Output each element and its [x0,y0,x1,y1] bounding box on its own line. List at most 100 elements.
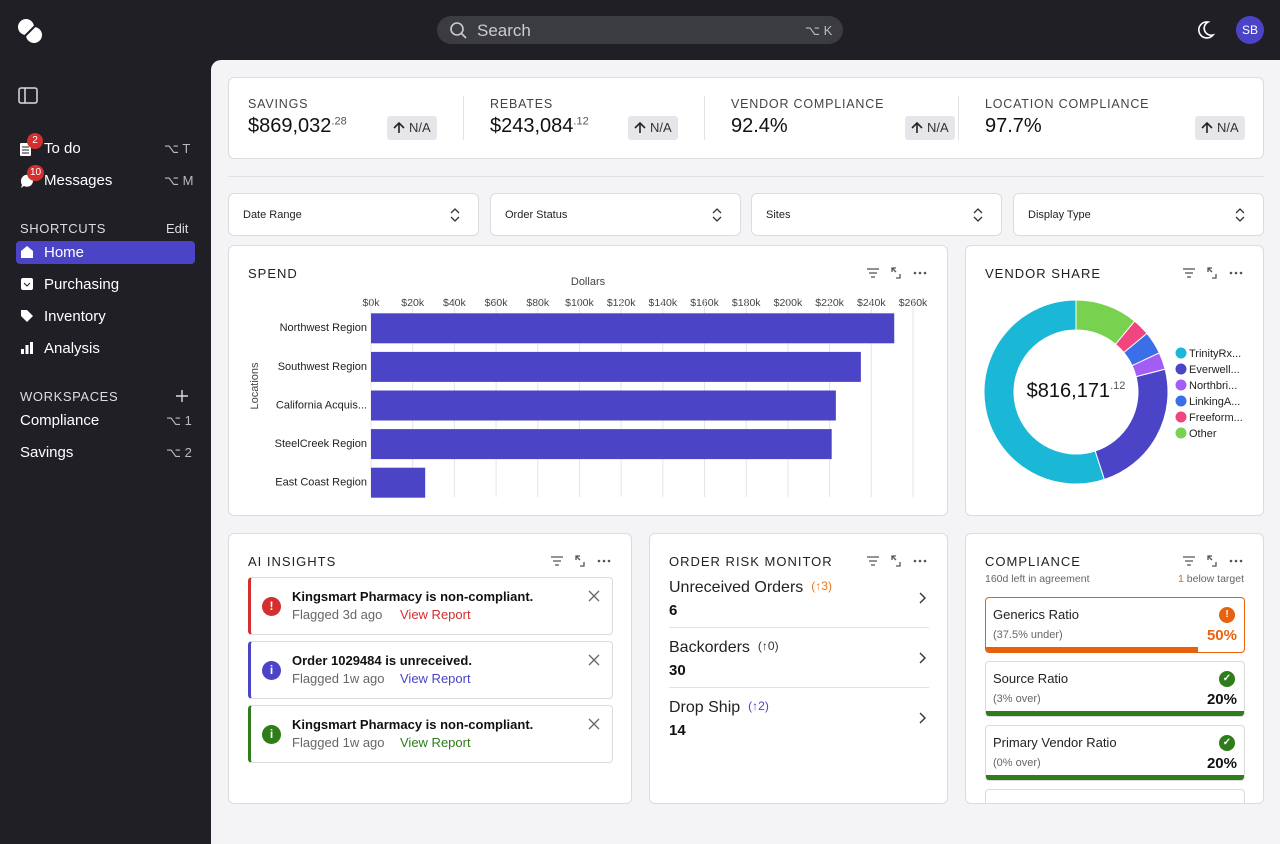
kpi-card: SAVINGS $869,032.28 N/A REBATES $243,084.12 N… [228,77,1264,159]
insight-link[interactable]: View Report [400,607,471,622]
kpi-arrow [634,122,646,133]
kpi-label: REBATES [490,97,554,111]
insight-link[interactable]: View Report [400,735,471,750]
insight-time: Flagged 3d ago [292,607,383,622]
y-tick-label: SteelCreek Region [275,438,367,450]
nav-item[interactable]: Savings [20,444,74,461]
legend-label: Northbri... [1189,380,1237,392]
section-action[interactable]: Edit [166,221,189,236]
risk-label[interactable]: Unreceived Orders (↑3) [669,579,832,597]
filter-label: Date Range [243,209,302,221]
panel-title: AI INSIGHTS [248,554,337,569]
risk-change: (↑2) [748,699,769,713]
sidebar-toggle[interactable] [17,86,39,106]
theme-toggle[interactable] [1193,18,1217,42]
insight-item: i Kingsmart Pharmacy is non-compliant. Fla… [248,705,613,763]
ratio-label: Primary Vendor Ratio [993,735,1117,750]
kpi-number: $869,032 [248,115,332,137]
nav-item[interactable]: To do [44,140,81,157]
nav-badge: 2 [27,133,43,149]
panel-actions [1183,555,1243,567]
panel-actions [867,555,927,567]
filter-select[interactable]: Display Type [1013,193,1264,236]
panel-title: SPEND [248,266,298,281]
insight-item: ! Kingsmart Pharmacy is non-compliant. Fla… [248,577,613,635]
insight-title: Order 1029484 is unreceived. [292,653,472,668]
panel-actions [551,555,611,567]
vendor-panel: VENDOR SHARE TrinityRx... Everwell... North… [965,245,1264,516]
nav-item[interactable]: Purchasing [44,276,120,293]
nav-item[interactable]: Analysis [44,340,100,357]
insight-title: Kingsmart Pharmacy is non-compliant. [292,717,534,732]
nav-badge: 10 [27,165,45,181]
risk-label[interactable]: Drop Ship (↑2) [669,699,769,717]
ratio-progress [986,711,1244,716]
filter-label: Sites [766,209,791,221]
donut-center: $816,171.12 [1027,380,1126,402]
nav-highlight [16,241,195,264]
legend-swatch [1175,363,1187,375]
risk-change: (↑0) [757,639,779,653]
below-count: 1 [1178,573,1184,585]
nav-shortcut: ⌥ T [164,141,191,156]
kpi-cents: .12 [573,115,589,128]
dismiss[interactable] [588,654,600,666]
risk-name: Drop Ship [669,699,741,716]
chevron [919,592,926,604]
ratio-value: 50% [1206,627,1237,644]
insight-time: Flagged 1w ago [292,671,385,686]
nav-item[interactable]: Compliance [20,412,100,429]
chevron [919,652,926,664]
add-workspace [176,390,188,402]
ratio-card: Generics Ratio (37.5% under) 50%! [985,597,1245,653]
nav-item[interactable]: Home [44,244,85,261]
kpi-divider [463,96,464,140]
kpi-change: N/A [905,116,955,140]
nav-item[interactable]: Inventory [44,308,106,325]
risk-label[interactable]: Backorders (↑0) [669,639,779,657]
below-text: below target [1186,573,1244,585]
filter-label: Order Status [505,209,568,221]
risk-value: 6 [669,602,678,619]
below-target: 1 below target [1178,573,1244,585]
risk-value: 30 [669,662,686,679]
legend-swatch [1175,379,1187,391]
logo [18,19,42,43]
dismiss[interactable] [588,718,600,730]
filter-select[interactable]: Sites [751,193,1002,236]
select-chevron [973,208,983,222]
risk-change: (↑3) [811,579,832,593]
kpi-change: N/A [1195,116,1245,140]
kpi-number: 97.7% [985,115,1042,137]
legend-label: Everwell... [1189,364,1240,376]
x-axis-label: Dollars [571,276,606,288]
kpi-divider [704,96,705,140]
nav-shortcut: ⌥ 2 [166,445,192,460]
kpi-value: $243,084.12 [490,115,589,138]
insight-link[interactable]: View Report [400,671,471,686]
search-icon [450,22,467,39]
chevron [919,712,926,724]
nav-item[interactable]: Messages [44,172,113,189]
panel-title: VENDOR SHARE [985,266,1102,281]
legend-swatch [1175,347,1187,359]
kpi-value: 92.4% [731,115,788,138]
ratio-card [985,789,1245,803]
center-value: $816,171 [1027,380,1110,402]
ratio-detail: (37.5% under) [993,629,1063,641]
dismiss[interactable] [588,590,600,602]
section-title: WORKSPACES [20,389,119,404]
insight-icon: i [262,661,281,680]
filter-select[interactable]: Date Range [228,193,479,236]
ratio-progress [986,647,1198,652]
filter-select[interactable]: Order Status [490,193,741,236]
avatar[interactable]: SB [1236,16,1264,44]
risk-divider [669,627,929,628]
insight-icon: i [262,725,281,744]
search-bar[interactable] [437,16,843,44]
kpi-change: N/A [387,116,437,140]
select-chevron [1235,208,1245,222]
kpi-arrow [393,122,405,133]
kpi-divider [958,96,959,140]
